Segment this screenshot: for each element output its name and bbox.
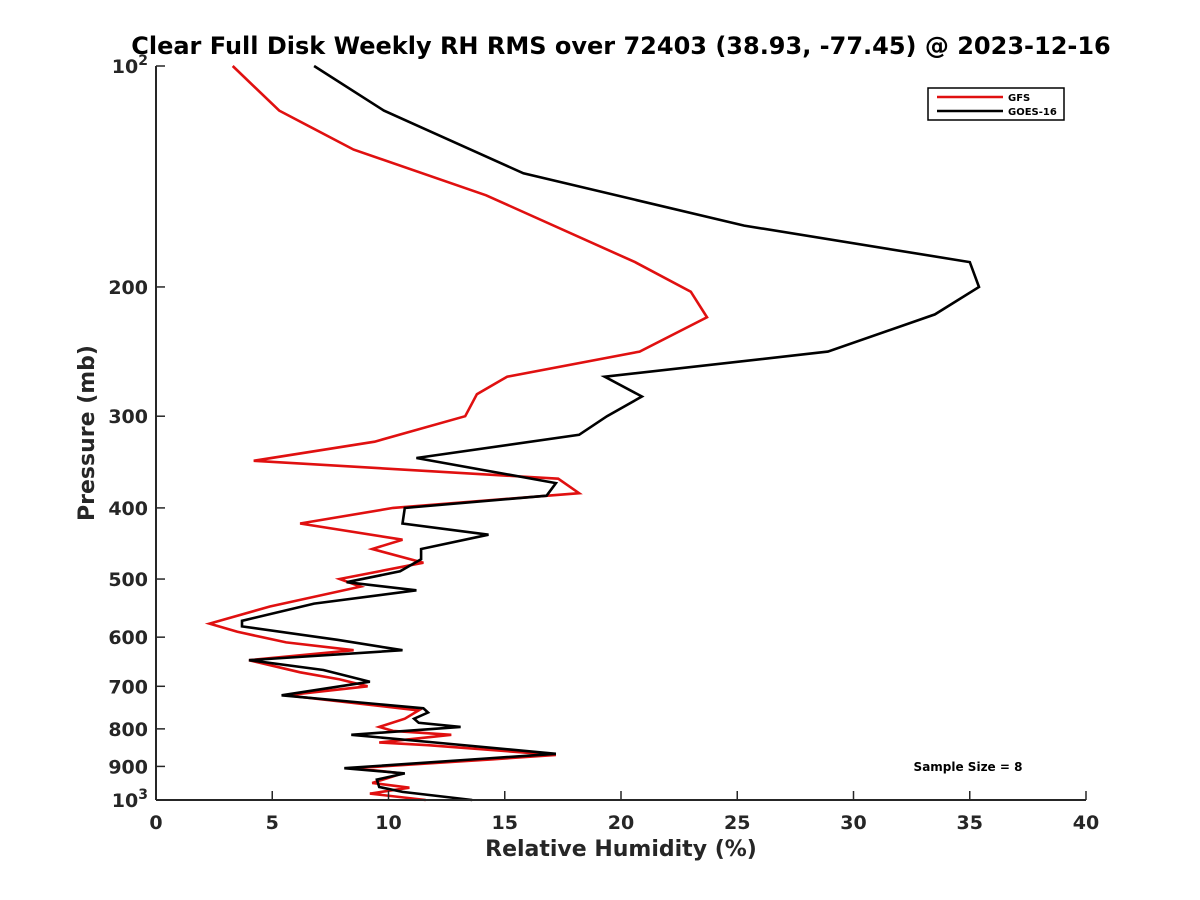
sample-size-annotation: Sample Size = 8 (914, 760, 1023, 774)
y-tick-label: 500 (108, 569, 148, 591)
x-tick-label: 35 (957, 812, 983, 834)
y-tick-label: 800 (108, 719, 148, 741)
legend-label-gfs: GFS (1008, 93, 1030, 104)
x-tick-label: 20 (608, 812, 634, 834)
y-tick-label: 102 (112, 53, 148, 78)
x-axis-label: Relative Humidity (%) (485, 837, 757, 862)
y-tick-label: 200 (108, 277, 148, 299)
x-ticks: 0 5 10 15 20 25 30 35 40 (149, 791, 1099, 834)
chart-title: Clear Full Disk Weekly RH RMS over 72403… (131, 32, 1111, 60)
y-tick-label: 600 (108, 627, 148, 649)
x-tick-label: 5 (266, 812, 279, 834)
y-ticks: 102 200 300 400 500 600 700 800 900 103 (108, 53, 165, 812)
y-tick-label: 400 (108, 498, 148, 520)
series-line-gfs (204, 65, 709, 802)
plot-area (156, 66, 1086, 800)
legend-label-goes-16: GOES-16 (1008, 107, 1057, 118)
x-tick-label: 30 (840, 812, 866, 834)
y-tick-label: 700 (108, 676, 148, 698)
legend-box (927, 87, 1065, 121)
x-tick-label: 15 (492, 812, 518, 834)
series-layer (204, 64, 981, 802)
y-tick-label: 900 (108, 756, 148, 778)
x-tick-label: 10 (375, 812, 401, 834)
x-tick-label: 40 (1073, 812, 1099, 834)
y-tick-label: 103 (112, 787, 148, 812)
x-tick-label: 25 (724, 812, 750, 834)
y-tick-label: 300 (108, 406, 148, 428)
series-line-goes-16 (240, 64, 981, 802)
legend: GFS GOES-16 (927, 87, 1065, 121)
x-tick-label: 0 (149, 812, 162, 834)
y-axis-label: Pressure (mb) (75, 345, 100, 521)
